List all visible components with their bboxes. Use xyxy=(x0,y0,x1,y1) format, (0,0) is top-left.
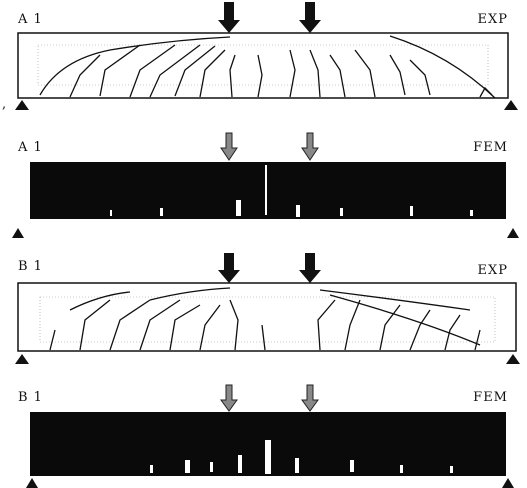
load-arrow xyxy=(218,253,240,283)
support xyxy=(506,354,520,364)
method-label: EXP xyxy=(478,263,509,278)
method-label: FEM xyxy=(473,140,508,155)
support xyxy=(504,100,518,110)
figure: A 1 EXP , A 1 F xyxy=(0,0,527,488)
panel-a1-fem: A 1 FEM xyxy=(12,133,519,238)
support xyxy=(15,354,29,364)
load-arrow xyxy=(302,385,318,411)
panel-label: A 1 xyxy=(17,12,43,27)
support xyxy=(502,478,514,488)
panel-a1-exp: A 1 EXP , xyxy=(2,2,518,112)
support xyxy=(15,100,29,110)
load-arrow xyxy=(302,133,318,160)
beam xyxy=(30,162,506,219)
method-label: FEM xyxy=(473,390,508,405)
beam xyxy=(18,283,516,351)
panel-label: B 1 xyxy=(18,390,43,405)
load-arrow xyxy=(221,133,237,160)
panel-b1-exp: B 1 EXP xyxy=(15,253,520,364)
support xyxy=(12,228,24,238)
load-arrow xyxy=(221,385,237,411)
stray-mark: , xyxy=(2,97,7,112)
panel-b1-fem: B 1 FEM xyxy=(18,385,514,488)
method-label: EXP xyxy=(478,12,509,27)
support xyxy=(26,478,38,488)
load-arrow xyxy=(299,253,321,283)
load-arrow xyxy=(299,2,321,33)
beam xyxy=(18,33,508,98)
load-arrow xyxy=(218,2,240,33)
support xyxy=(507,228,519,238)
panel-label: A 1 xyxy=(17,140,43,155)
panel-label: B 1 xyxy=(18,259,43,274)
